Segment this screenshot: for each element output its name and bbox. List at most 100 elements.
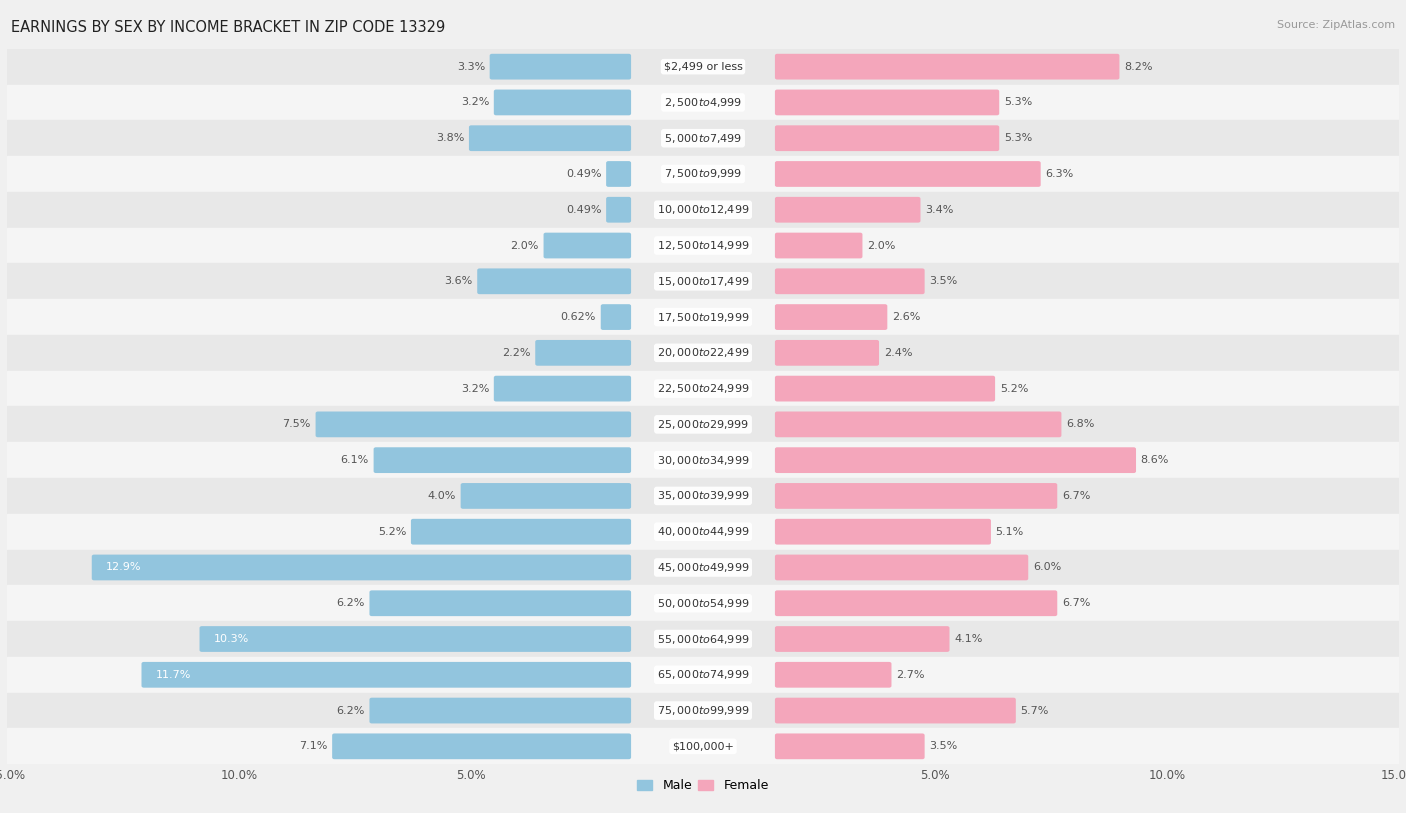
Text: 7.1%: 7.1% bbox=[299, 741, 328, 751]
FancyBboxPatch shape bbox=[775, 590, 1057, 616]
Bar bbox=[7, 371, 1399, 406]
Text: 2.7%: 2.7% bbox=[896, 670, 925, 680]
FancyBboxPatch shape bbox=[477, 268, 631, 294]
Text: 3.5%: 3.5% bbox=[929, 276, 957, 286]
FancyBboxPatch shape bbox=[775, 89, 1000, 115]
Text: 3.5%: 3.5% bbox=[929, 741, 957, 751]
FancyBboxPatch shape bbox=[606, 197, 631, 223]
FancyBboxPatch shape bbox=[489, 54, 631, 80]
Bar bbox=[7, 657, 1399, 693]
Text: 5.7%: 5.7% bbox=[1021, 706, 1049, 715]
FancyBboxPatch shape bbox=[332, 733, 631, 759]
Bar bbox=[7, 728, 1399, 764]
FancyBboxPatch shape bbox=[775, 411, 1062, 437]
Bar bbox=[7, 335, 1399, 371]
Text: EARNINGS BY SEX BY INCOME BRACKET IN ZIP CODE 13329: EARNINGS BY SEX BY INCOME BRACKET IN ZIP… bbox=[11, 20, 446, 35]
Text: $30,000 to $34,999: $30,000 to $34,999 bbox=[657, 454, 749, 467]
Text: 5.2%: 5.2% bbox=[1000, 384, 1028, 393]
FancyBboxPatch shape bbox=[470, 125, 631, 151]
Text: 7.5%: 7.5% bbox=[283, 420, 311, 429]
FancyBboxPatch shape bbox=[411, 519, 631, 545]
Text: 6.1%: 6.1% bbox=[340, 455, 368, 465]
FancyBboxPatch shape bbox=[775, 662, 891, 688]
Text: 2.4%: 2.4% bbox=[884, 348, 912, 358]
FancyBboxPatch shape bbox=[775, 447, 1136, 473]
Text: $7,500 to $9,999: $7,500 to $9,999 bbox=[664, 167, 742, 180]
FancyBboxPatch shape bbox=[536, 340, 631, 366]
Text: 3.6%: 3.6% bbox=[444, 276, 472, 286]
Text: $40,000 to $44,999: $40,000 to $44,999 bbox=[657, 525, 749, 538]
Bar bbox=[7, 263, 1399, 299]
FancyBboxPatch shape bbox=[374, 447, 631, 473]
Text: 4.0%: 4.0% bbox=[427, 491, 456, 501]
Text: 2.6%: 2.6% bbox=[891, 312, 921, 322]
Text: 6.8%: 6.8% bbox=[1066, 420, 1094, 429]
FancyBboxPatch shape bbox=[370, 698, 631, 724]
Text: 11.7%: 11.7% bbox=[156, 670, 191, 680]
Text: 8.2%: 8.2% bbox=[1123, 62, 1153, 72]
Text: $20,000 to $22,499: $20,000 to $22,499 bbox=[657, 346, 749, 359]
Bar bbox=[7, 478, 1399, 514]
FancyBboxPatch shape bbox=[461, 483, 631, 509]
Text: 6.2%: 6.2% bbox=[336, 598, 364, 608]
Text: 6.3%: 6.3% bbox=[1045, 169, 1074, 179]
FancyBboxPatch shape bbox=[775, 161, 1040, 187]
Text: $55,000 to $64,999: $55,000 to $64,999 bbox=[657, 633, 749, 646]
FancyBboxPatch shape bbox=[606, 161, 631, 187]
FancyBboxPatch shape bbox=[775, 626, 949, 652]
Bar bbox=[7, 299, 1399, 335]
FancyBboxPatch shape bbox=[775, 54, 1119, 80]
Bar bbox=[7, 442, 1399, 478]
Text: 5.1%: 5.1% bbox=[995, 527, 1024, 537]
Bar bbox=[7, 621, 1399, 657]
Text: $15,000 to $17,499: $15,000 to $17,499 bbox=[657, 275, 749, 288]
Text: $2,499 or less: $2,499 or less bbox=[664, 62, 742, 72]
Text: $17,500 to $19,999: $17,500 to $19,999 bbox=[657, 311, 749, 324]
Text: 3.4%: 3.4% bbox=[925, 205, 953, 215]
Text: 3.2%: 3.2% bbox=[461, 98, 489, 107]
Bar bbox=[7, 406, 1399, 442]
FancyBboxPatch shape bbox=[494, 89, 631, 115]
FancyBboxPatch shape bbox=[600, 304, 631, 330]
Text: 2.0%: 2.0% bbox=[510, 241, 538, 250]
FancyBboxPatch shape bbox=[315, 411, 631, 437]
Text: 2.0%: 2.0% bbox=[868, 241, 896, 250]
FancyBboxPatch shape bbox=[370, 590, 631, 616]
FancyBboxPatch shape bbox=[775, 376, 995, 402]
FancyBboxPatch shape bbox=[775, 304, 887, 330]
Bar bbox=[7, 585, 1399, 621]
Text: 6.2%: 6.2% bbox=[336, 706, 364, 715]
Text: 0.49%: 0.49% bbox=[567, 169, 602, 179]
Bar bbox=[7, 120, 1399, 156]
Text: 3.2%: 3.2% bbox=[461, 384, 489, 393]
Text: 5.3%: 5.3% bbox=[1004, 133, 1032, 143]
FancyBboxPatch shape bbox=[775, 268, 925, 294]
Bar bbox=[7, 192, 1399, 228]
Text: Source: ZipAtlas.com: Source: ZipAtlas.com bbox=[1277, 20, 1395, 30]
FancyBboxPatch shape bbox=[775, 519, 991, 545]
Text: $35,000 to $39,999: $35,000 to $39,999 bbox=[657, 489, 749, 502]
Bar bbox=[7, 550, 1399, 585]
Text: 10.3%: 10.3% bbox=[214, 634, 249, 644]
FancyBboxPatch shape bbox=[775, 554, 1028, 580]
FancyBboxPatch shape bbox=[544, 233, 631, 259]
Bar bbox=[7, 693, 1399, 728]
Text: 6.7%: 6.7% bbox=[1062, 491, 1090, 501]
FancyBboxPatch shape bbox=[775, 233, 862, 259]
Text: 12.9%: 12.9% bbox=[105, 563, 141, 572]
FancyBboxPatch shape bbox=[775, 340, 879, 366]
Text: 6.7%: 6.7% bbox=[1062, 598, 1090, 608]
Text: $25,000 to $29,999: $25,000 to $29,999 bbox=[657, 418, 749, 431]
FancyBboxPatch shape bbox=[775, 197, 921, 223]
Text: $65,000 to $74,999: $65,000 to $74,999 bbox=[657, 668, 749, 681]
Text: 0.62%: 0.62% bbox=[561, 312, 596, 322]
Text: 5.2%: 5.2% bbox=[378, 527, 406, 537]
Legend: Male, Female: Male, Female bbox=[633, 774, 773, 798]
Bar bbox=[7, 49, 1399, 85]
FancyBboxPatch shape bbox=[775, 483, 1057, 509]
Text: 0.49%: 0.49% bbox=[567, 205, 602, 215]
Text: $22,500 to $24,999: $22,500 to $24,999 bbox=[657, 382, 749, 395]
Bar bbox=[7, 514, 1399, 550]
Text: 5.3%: 5.3% bbox=[1004, 98, 1032, 107]
FancyBboxPatch shape bbox=[494, 376, 631, 402]
